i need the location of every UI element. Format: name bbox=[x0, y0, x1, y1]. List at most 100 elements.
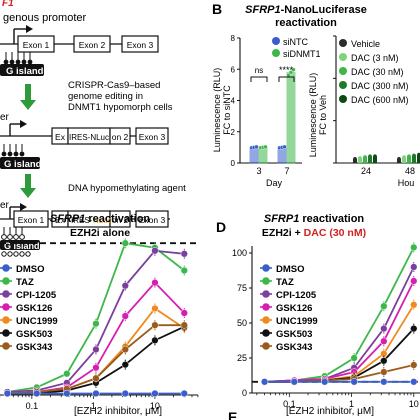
edited-seg-on2: on 2 bbox=[112, 132, 129, 142]
legend-label: DMSO bbox=[276, 264, 305, 275]
b-right-point bbox=[358, 156, 362, 160]
dose-point bbox=[180, 389, 188, 398]
legend-label: GSK343 bbox=[276, 342, 312, 353]
b-right-bar bbox=[402, 157, 406, 163]
legend-label: GSK343 bbox=[16, 342, 52, 353]
panel-b-title-rest: -NanoLuciferase bbox=[281, 4, 367, 16]
legend-label: GSK503 bbox=[276, 329, 312, 340]
exon2-box bbox=[73, 35, 111, 53]
b-right-category-label: 24 bbox=[361, 166, 371, 176]
step1-text-line3: DNMT1 hypomorph cells bbox=[68, 102, 173, 113]
legend-vehicle-marker bbox=[339, 39, 347, 47]
b-right-bar bbox=[373, 156, 377, 163]
dose-xtick-label: 0.1 bbox=[283, 399, 296, 409]
edited-seg-exon3: Exon 3 bbox=[139, 132, 166, 142]
dose-ytick-label: 25 bbox=[237, 353, 247, 363]
legend-marker bbox=[2, 277, 10, 285]
exon1-box bbox=[17, 35, 55, 53]
legend-label: CPI-1205 bbox=[276, 290, 317, 301]
b-right-point bbox=[402, 155, 406, 159]
dose-point bbox=[380, 302, 388, 310]
dose-xtick-label: 1 bbox=[349, 399, 354, 409]
panel-d-title-rest: reactivation bbox=[299, 213, 364, 225]
cpg-island-label-1: G island bbox=[6, 66, 44, 77]
dose-point bbox=[180, 309, 188, 317]
panel-b: B SFRP1-NanoLuciferase reactivation Lumi… bbox=[212, 1, 420, 188]
b-left-category-label: 3 bbox=[256, 166, 261, 176]
b-left-point bbox=[291, 67, 296, 72]
b-left-ylabel-2: FC to siNTC bbox=[222, 85, 232, 135]
dose-point bbox=[92, 374, 100, 382]
sig-ns: ns bbox=[255, 66, 263, 75]
panel-c-xlabel: [EZH2 inhibitor, μM] bbox=[74, 406, 162, 417]
dose-point bbox=[92, 389, 100, 398]
final-seg-ires: IRES- bbox=[71, 216, 93, 225]
dose-point bbox=[260, 378, 269, 386]
legend-marker bbox=[2, 264, 10, 272]
dose-point bbox=[121, 389, 129, 398]
cpg-island-label-2: G island bbox=[4, 159, 42, 170]
legend-marker bbox=[262, 342, 270, 350]
dose-point bbox=[180, 266, 188, 275]
panel-c-title-rest: reactivation bbox=[85, 213, 150, 225]
step2-text: DNA hypomethylating agent bbox=[68, 183, 186, 194]
legend-dac600-marker bbox=[339, 95, 347, 103]
b-right-bar bbox=[397, 158, 401, 163]
b-left-point bbox=[263, 144, 268, 150]
legend-dac3-label: DAC (3 nM) bbox=[351, 53, 399, 63]
dose-point bbox=[410, 301, 418, 309]
panel-e-letter: E bbox=[228, 409, 237, 420]
panel-c-title: SFRP1 reactivation bbox=[50, 213, 151, 225]
b-right-bar bbox=[417, 154, 420, 163]
cpg-island-box-1 bbox=[0, 64, 44, 76]
d-legend: DMSO TAZ CPI-1205 GSK126 UNC1999 GSK503 GSK343 bbox=[260, 264, 318, 353]
dose-point bbox=[380, 337, 388, 345]
exon3-box bbox=[121, 35, 159, 53]
legend-dac30-label: DAC (30 nM) bbox=[351, 67, 404, 77]
legend-marker bbox=[2, 316, 10, 324]
panel-d-title-italic: SFRP1 bbox=[264, 213, 299, 225]
b-left-ytick-label: 8 bbox=[231, 34, 236, 43]
legend-marker bbox=[2, 329, 10, 337]
legend-marker bbox=[2, 342, 10, 350]
panel-c-subtitle: EZH2i alone bbox=[70, 227, 130, 239]
dose-point bbox=[151, 389, 159, 398]
b-right-bars bbox=[353, 152, 420, 163]
dose-point bbox=[380, 378, 388, 386]
b-left-category-label: 7 bbox=[284, 166, 289, 176]
dose-point bbox=[290, 378, 298, 386]
legend-marker bbox=[262, 329, 270, 337]
legend-label: TAZ bbox=[276, 277, 294, 288]
dose-point bbox=[151, 304, 159, 313]
legend-dac3-marker bbox=[339, 53, 347, 61]
d-lines bbox=[260, 242, 418, 386]
c-lines bbox=[3, 238, 188, 398]
final-seg-on2: on 2 bbox=[112, 215, 129, 225]
methylation-lollipops-row2 bbox=[1, 144, 25, 157]
dose-point bbox=[3, 389, 12, 398]
panel-a: F1 genous promoter Exon 1 Exon 2 Exon 3 … bbox=[0, 0, 186, 257]
dose-point bbox=[121, 312, 129, 320]
dose-ytick-label: 75 bbox=[237, 283, 247, 293]
dose-point bbox=[410, 243, 418, 252]
dose-point bbox=[92, 319, 100, 328]
dose-ytick-label: 100 bbox=[232, 248, 247, 258]
panel-d-xlabel: [EZH2 inhibitor, μM] bbox=[286, 406, 374, 417]
dose-point bbox=[410, 263, 418, 271]
dose-point bbox=[151, 336, 159, 344]
panel-b-title-line2: reactivation bbox=[275, 17, 337, 29]
dose-point bbox=[321, 378, 329, 386]
dose-point bbox=[180, 321, 188, 329]
dose-point bbox=[33, 389, 41, 398]
er-label-2: er bbox=[0, 200, 10, 211]
b-right-legend: Vehicle DAC (3 nM) DAC (30 nM) DAC (300 … bbox=[339, 39, 409, 105]
legend-sintc-marker bbox=[272, 37, 280, 45]
b-right-bar bbox=[358, 157, 362, 163]
b-right-ylabel-2: FC to Veh bbox=[318, 95, 328, 135]
b-left-ytick-label: 0 bbox=[231, 159, 236, 168]
legend-label: DMSO bbox=[16, 264, 45, 275]
legend-marker bbox=[2, 290, 10, 298]
b-right-bar bbox=[412, 155, 416, 163]
dose-point bbox=[410, 277, 418, 285]
